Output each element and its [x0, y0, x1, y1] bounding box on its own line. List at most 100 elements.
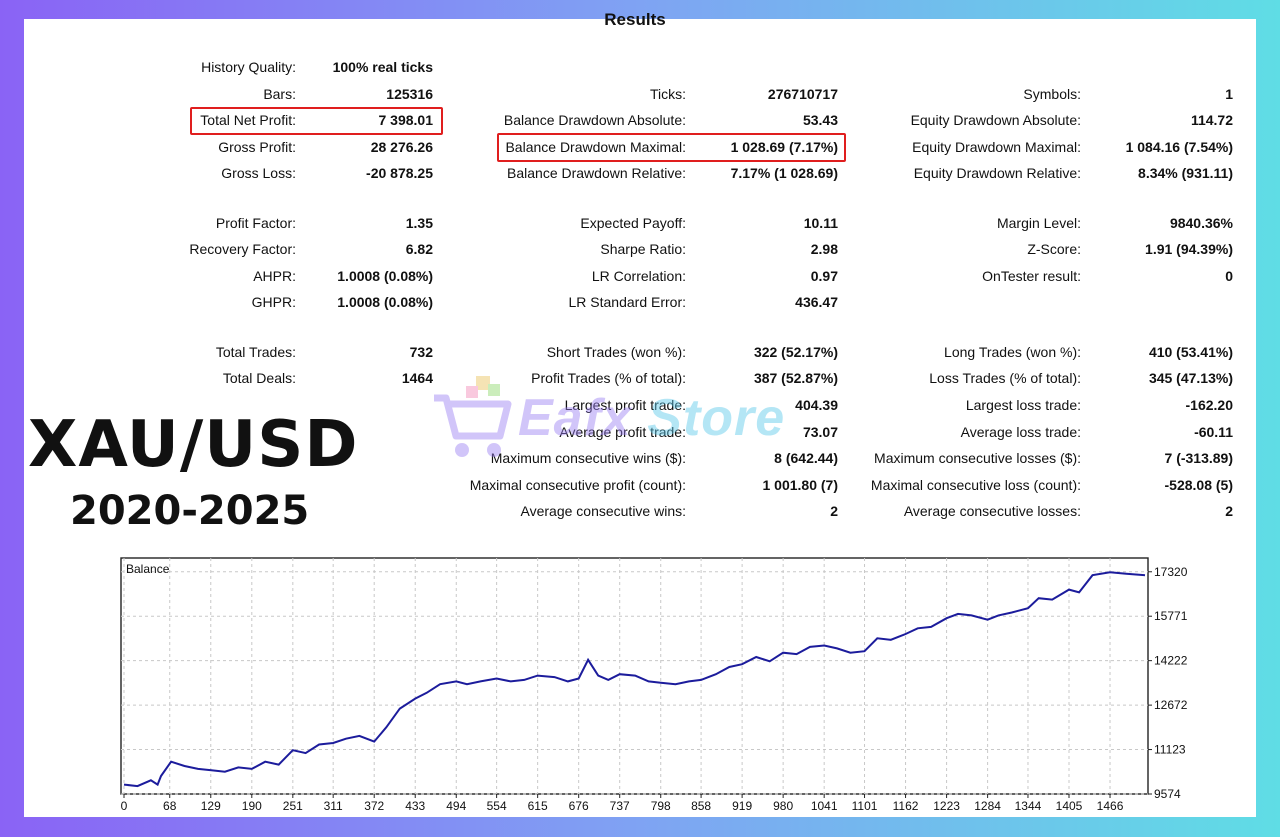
stat-value: 114.72 — [1190, 112, 1233, 128]
stat-value: 1.0008 (0.08%) — [337, 294, 433, 310]
net-profit-highlight — [190, 107, 443, 135]
x-tick-label: 676 — [569, 799, 589, 813]
x-tick-label: 798 — [651, 799, 671, 813]
x-tick-label: 129 — [201, 799, 221, 813]
y-tick-label: 15771 — [1154, 609, 1188, 623]
x-tick-label: 1344 — [1015, 799, 1042, 813]
drawdown-highlight — [497, 133, 846, 162]
stat-label: Z-Score: — [1027, 241, 1081, 257]
y-tick-label: 12672 — [1154, 698, 1188, 712]
stat-value: 1.0008 (0.08%) — [337, 268, 433, 284]
stat-value: 2 — [1225, 503, 1233, 519]
y-tick-label: 11123 — [1154, 743, 1186, 757]
x-tick-label: 1101 — [852, 799, 878, 813]
x-tick-label: 615 — [528, 799, 548, 813]
stat-label: Loss Trades (% of total): — [929, 370, 1081, 386]
x-tick-label: 372 — [364, 799, 384, 813]
stat-label: Recovery Factor: — [189, 241, 296, 257]
balance-series-line — [123, 571, 1146, 788]
x-tick-label: 251 — [283, 799, 303, 813]
stat-value: 8.34% (931.11) — [1138, 165, 1233, 181]
years-overlay: 2020-2025 — [70, 488, 310, 534]
stat-label: Short Trades (won %): — [546, 344, 686, 360]
stat-label: Expected Payoff: — [580, 215, 686, 231]
stat-label: LR Correlation: — [591, 268, 686, 284]
stat-label: Total Trades: — [215, 344, 296, 360]
x-tick-label: 980 — [773, 799, 793, 813]
stat-label: LR Standard Error: — [568, 294, 687, 310]
x-tick-label: 0 — [121, 799, 128, 813]
stat-value: 387 (52.87%) — [753, 370, 838, 386]
stat-label: Largest profit trade: — [564, 397, 686, 413]
stat-label: AHPR: — [253, 268, 296, 284]
stat-value: -528.08 (5) — [1164, 477, 1233, 493]
symbol-overlay: XAU/USD — [28, 408, 359, 482]
y-tick-label: 17320 — [1154, 565, 1188, 579]
stat-value: 436.47 — [795, 294, 838, 310]
stat-label: OnTester result: — [982, 268, 1081, 284]
chart-ticks: 0 68 129 190 251 311 372 433 494 554 615 676 737 798 8… — [121, 565, 1188, 813]
stat-value: -162.20 — [1185, 397, 1233, 413]
x-tick-label: 1162 — [893, 799, 919, 813]
stat-value: 7 (-313.89) — [1164, 450, 1233, 466]
stat-label: Margin Level: — [996, 215, 1081, 231]
stat-label: Average consecutive wins: — [520, 503, 687, 519]
x-tick-label: 858 — [691, 799, 711, 813]
stat-label: Symbols: — [1023, 86, 1081, 102]
stat-value: 276710717 — [767, 86, 838, 102]
x-tick-label: 554 — [487, 799, 507, 813]
results-title: Results — [604, 10, 666, 29]
stat-label: Ticks: — [649, 86, 686, 102]
stat-label: Average consecutive losses: — [903, 503, 1081, 519]
stat-value: 125316 — [386, 86, 433, 102]
stat-value: -60.11 — [1194, 424, 1233, 440]
stat-value: 1 — [1225, 86, 1233, 102]
stat-value: 6.82 — [405, 241, 433, 257]
stat-value: 2 — [830, 503, 838, 519]
stat-value: 345 (47.13%) — [1148, 370, 1233, 386]
stat-value: 1 028.69 (7.17%) — [730, 139, 838, 155]
stat-label: Equity Drawdown Relative: — [913, 165, 1081, 181]
x-tick-label: 1466 — [1097, 799, 1124, 813]
stat-label: Profit Factor: — [215, 215, 296, 231]
x-tick-label: 68 — [163, 799, 177, 813]
stat-label: Gross Loss: — [221, 165, 296, 181]
x-tick-label: 1223 — [933, 799, 960, 813]
stat-value: 0 — [1225, 268, 1233, 284]
stat-label: Total Net Profit: — [200, 112, 296, 128]
stat-label: Maximum consecutive losses ($): — [874, 450, 1081, 466]
stat-label: Maximal consecutive loss (count): — [870, 477, 1081, 493]
stat-label: Maximal consecutive profit (count): — [469, 477, 686, 493]
stat-value: 732 — [409, 344, 433, 360]
stat-label: Profit Trades (% of total): — [531, 370, 686, 386]
stat-value: -20 878.25 — [366, 165, 433, 181]
stat-value: 2.98 — [810, 241, 838, 257]
chart-title: Balance — [126, 562, 170, 576]
stat-label: Average profit trade: — [559, 424, 686, 440]
stat-label: Balance Drawdown Relative: — [507, 165, 686, 181]
x-tick-label: 737 — [610, 799, 630, 813]
stat-value: 1.91 (94.39%) — [1145, 241, 1233, 257]
x-tick-label: 311 — [324, 799, 343, 813]
stat-value: 7 398.01 — [378, 112, 434, 128]
stat-value: 1 084.16 (7.54%) — [1125, 139, 1233, 155]
stat-value: 73.07 — [802, 424, 838, 440]
stat-label: Equity Drawdown Absolute: — [910, 112, 1081, 128]
stat-value: 10.11 — [803, 215, 838, 231]
stat-value: 0.97 — [810, 268, 838, 284]
x-tick-label: 190 — [242, 799, 262, 813]
stat-label: Total Deals: — [222, 370, 296, 386]
y-tick-label: 14222 — [1154, 654, 1188, 668]
x-tick-label: 919 — [732, 799, 752, 813]
x-tick-label: 494 — [446, 799, 466, 813]
x-tick-label: 1284 — [974, 799, 1001, 813]
stat-label: Long Trades (won %): — [944, 344, 1081, 360]
stat-value: 410 (53.41%) — [1148, 344, 1233, 360]
stat-label: Maximum consecutive wins ($): — [490, 450, 686, 466]
stat-label: Sharpe Ratio: — [600, 241, 686, 257]
stat-value: 53.43 — [802, 112, 838, 128]
x-tick-label: 1405 — [1056, 799, 1083, 813]
stat-value: 404.39 — [795, 397, 838, 413]
stat-value: 1 001.80 (7) — [762, 477, 839, 493]
